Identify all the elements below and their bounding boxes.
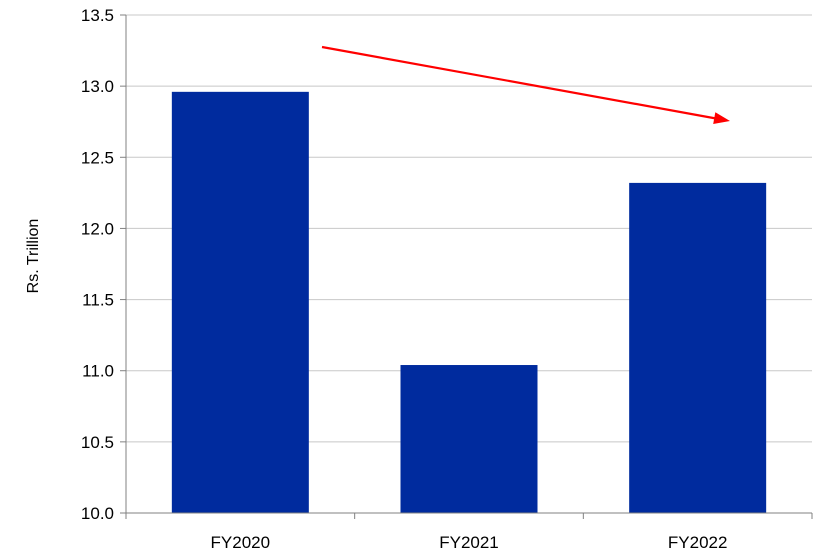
y-tick-label: 10.0 — [81, 504, 114, 523]
x-tick-labels: FY2020 FY2021 FY2022 — [211, 533, 728, 552]
y-tick-label: 11.5 — [82, 291, 114, 310]
axes — [125, 15, 813, 519]
bar-fy2022 — [629, 182, 767, 513]
y-tick-label: 13.5 — [81, 6, 114, 25]
x-tick-label: FY2020 — [211, 533, 271, 552]
trend-arrow-line — [321, 45, 717, 120]
bar-fy2021 — [400, 365, 538, 513]
y-tick-label: 12.5 — [81, 148, 114, 167]
trend-arrow-head — [713, 112, 730, 125]
y-axis-label: Rs. Trillion — [25, 219, 42, 294]
x-tick-label: FY2021 — [439, 533, 499, 552]
bars — [171, 91, 767, 513]
y-tick-label: 10.5 — [81, 433, 114, 452]
trend-arrow — [321, 45, 730, 125]
x-tick-label: FY2022 — [668, 533, 728, 552]
y-tick-label: 12.0 — [81, 219, 114, 238]
y-tick-label: 13.0 — [81, 77, 114, 96]
bar-fy2020 — [171, 91, 309, 513]
y-tick-labels: 10.0 10.5 11.0 11.5 12.0 12.5 13.0 13.5 — [81, 6, 114, 523]
y-tick-label: 11.0 — [82, 362, 114, 381]
